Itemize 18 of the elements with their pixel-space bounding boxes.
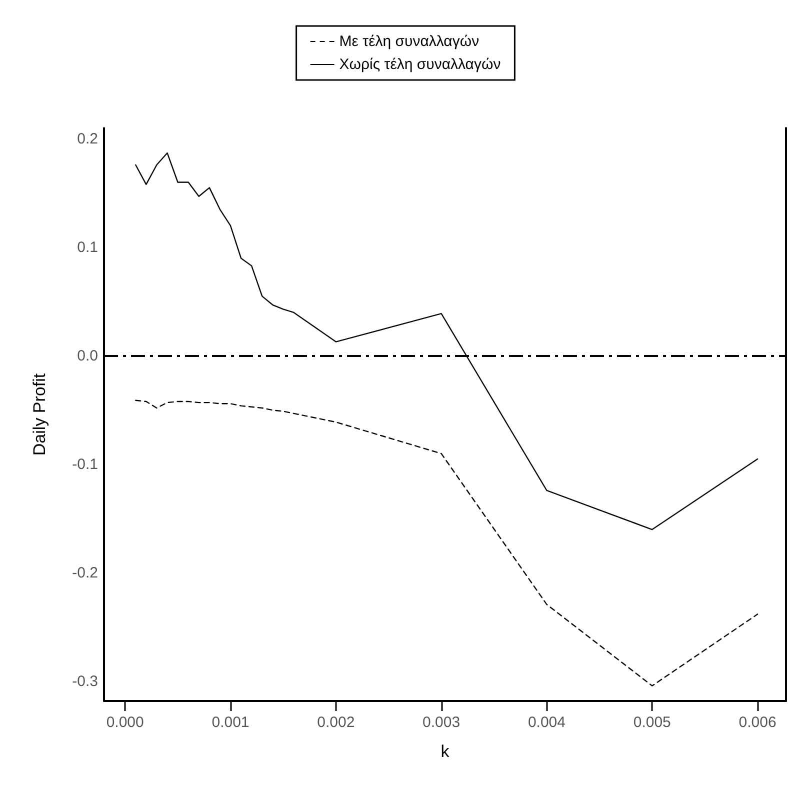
- line-series: [135, 400, 758, 686]
- y-tick-label: -0.3: [72, 672, 98, 690]
- y-axis-title: Daily Profit: [30, 373, 49, 456]
- x-tick-label: 0.002: [317, 714, 355, 731]
- x-tick-label: 0.003: [422, 714, 460, 731]
- y-tick-label: 0.0: [77, 347, 98, 364]
- y-tick-label: -0.2: [72, 564, 98, 582]
- legend-label: Με τέλη συναλλαγών: [339, 33, 480, 50]
- y-tick-label: 0.1: [77, 238, 98, 256]
- x-tick-label: 0.004: [528, 714, 566, 731]
- y-tick-label: -0.1: [72, 456, 98, 473]
- y-tick-label: 0.2: [77, 130, 98, 148]
- x-axis-title: k: [440, 742, 450, 761]
- x-tick-label: 0.006: [738, 714, 776, 731]
- x-tick-label: 0.005: [633, 714, 671, 731]
- x-tick-label: 0.000: [106, 714, 144, 731]
- x-tick-label: 0.001: [212, 714, 250, 731]
- legend-label: Χωρίς τέλη συναλλαγών: [339, 56, 501, 73]
